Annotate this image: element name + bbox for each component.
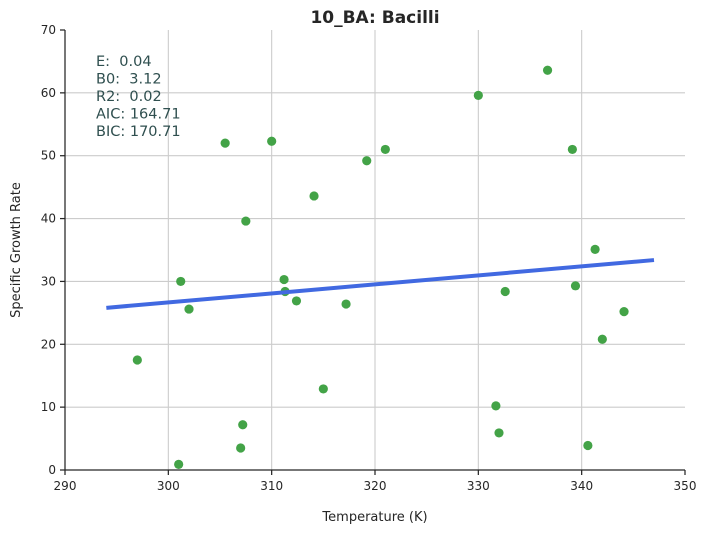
stats-annotation: E: 0.04 B0: 3.12 R2: 0.02 AIC: 164.71 BI… bbox=[96, 54, 181, 140]
data-point bbox=[176, 276, 186, 287]
data-point bbox=[597, 334, 607, 344]
data-point bbox=[318, 384, 328, 394]
data-point bbox=[238, 420, 248, 430]
data-point bbox=[184, 304, 194, 314]
grid bbox=[65, 30, 685, 470]
data-point bbox=[570, 281, 581, 291]
data-point bbox=[567, 144, 577, 155]
data-point bbox=[279, 274, 289, 285]
y-tick-label: 10 bbox=[41, 400, 56, 414]
x-tick-label: 310 bbox=[260, 479, 283, 493]
stat-aic: AIC: 164.71 bbox=[96, 107, 181, 123]
data-point bbox=[619, 307, 629, 317]
x-tick-label: 330 bbox=[467, 479, 490, 493]
y-tick-label: 20 bbox=[41, 337, 56, 351]
y-tick-label: 70 bbox=[41, 23, 56, 37]
data-point bbox=[291, 296, 302, 306]
x-tick-label: 300 bbox=[157, 479, 180, 493]
data-point bbox=[473, 90, 483, 100]
y-tick-label: 0 bbox=[48, 463, 56, 477]
y-tick-label: 50 bbox=[41, 149, 56, 163]
data-point bbox=[236, 443, 246, 453]
x-tick-label: 320 bbox=[364, 479, 387, 493]
y-axis-label: Specific Growth Rate bbox=[9, 182, 24, 318]
data-point bbox=[309, 191, 319, 201]
data-point bbox=[132, 355, 142, 365]
stat-b0: B0: 3.12 bbox=[96, 72, 162, 88]
y-tick-label: 30 bbox=[41, 274, 56, 288]
stat-r2: R2: 0.02 bbox=[96, 89, 162, 105]
fit-line-group bbox=[106, 258, 655, 310]
data-point bbox=[380, 144, 390, 155]
data-point bbox=[491, 401, 501, 411]
x-ticks: 290 300 310 320 330 340 350 bbox=[54, 470, 697, 493]
data-point bbox=[542, 65, 553, 75]
data-point bbox=[220, 138, 230, 148]
y-ticks: 0 10 20 30 40 50 60 70 bbox=[41, 23, 65, 477]
data-point bbox=[362, 156, 372, 166]
x-tick-label: 290 bbox=[54, 479, 77, 493]
data-point bbox=[590, 244, 600, 254]
stat-e: E: 0.04 bbox=[96, 54, 152, 70]
data-point bbox=[267, 136, 277, 146]
data-point bbox=[341, 299, 351, 309]
data-point bbox=[494, 428, 504, 438]
data-point bbox=[174, 459, 184, 469]
x-axis-label: Temperature (K) bbox=[321, 510, 427, 525]
stat-bic: BIC: 170.71 bbox=[96, 124, 181, 140]
y-tick-label: 60 bbox=[41, 86, 56, 100]
data-point bbox=[500, 286, 510, 297]
x-tick-label: 350 bbox=[674, 479, 697, 493]
regression-line bbox=[106, 258, 655, 310]
x-tick-label: 340 bbox=[570, 479, 593, 493]
data-point bbox=[583, 440, 593, 451]
data-point bbox=[241, 216, 251, 226]
y-tick-label: 40 bbox=[41, 212, 56, 226]
chart-title: 10_BA: Bacilli bbox=[310, 8, 439, 28]
